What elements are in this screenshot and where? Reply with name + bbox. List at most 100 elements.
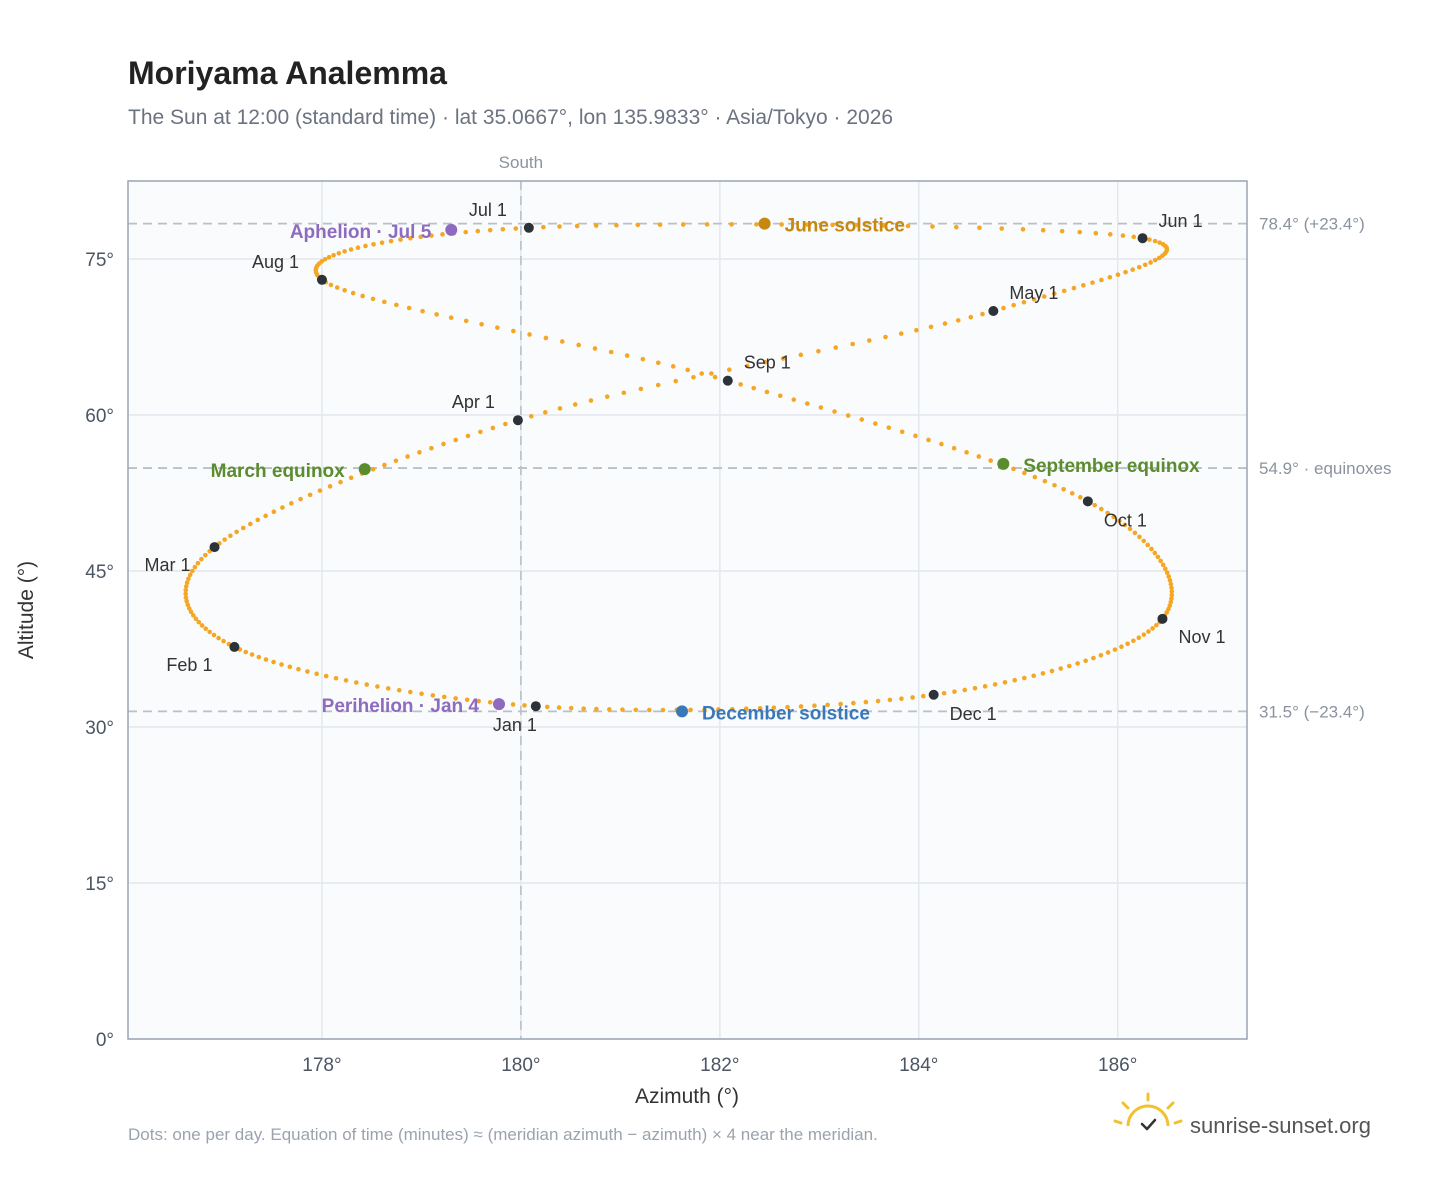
daily-sun-dot <box>440 232 445 237</box>
daily-sun-dot <box>263 657 269 662</box>
daily-sun-dot <box>1099 277 1104 283</box>
daily-sun-dot <box>463 229 469 235</box>
daily-sun-dot <box>1149 546 1154 552</box>
daily-sun-dot <box>655 360 661 366</box>
daily-sun-dot <box>638 386 644 392</box>
daily-sun-dot <box>716 707 721 712</box>
daily-sun-dot <box>1002 680 1008 685</box>
daily-sun-dot <box>576 342 581 348</box>
daily-sun-dot <box>1012 677 1018 683</box>
sun-check-icon <box>1113 1092 1183 1131</box>
daily-sun-dot <box>980 311 985 317</box>
daily-sun-dot <box>785 704 790 710</box>
daily-sun-dot <box>798 704 804 709</box>
daily-sun-dot <box>777 393 783 399</box>
daily-sun-dot <box>1154 622 1159 628</box>
daily-sun-dot <box>951 445 957 451</box>
daily-sun-dot <box>429 233 434 238</box>
daily-sun-dot <box>791 397 797 402</box>
y-tick-label: 0° <box>96 1030 114 1051</box>
daily-sun-dot <box>305 669 310 674</box>
daily-sun-dot <box>495 325 500 330</box>
daily-sun-dot <box>1125 641 1130 647</box>
daily-sun-dot <box>183 595 189 600</box>
y-tick-label: 30° <box>85 718 114 739</box>
daily-sun-dot <box>557 224 562 229</box>
daily-sun-dot <box>234 529 239 535</box>
month-markers: Jan 1 Feb 1 Mar 1 Apr 1 May 1 Jun 1 Jul 1 Aug 1… <box>145 200 1226 735</box>
daily-sun-dot <box>419 691 424 697</box>
daily-sun-dot <box>429 445 434 451</box>
daily-sun-dot <box>818 405 824 410</box>
daily-sun-dot <box>913 433 918 439</box>
daily-sun-dot <box>289 501 294 506</box>
daily-sun-dot <box>370 466 376 472</box>
brand-name: sunrise-sunset.org <box>1190 1113 1371 1138</box>
daily-sun-dot <box>921 693 926 699</box>
y-tick-label: 75° <box>85 250 114 271</box>
daily-sun-dot <box>727 367 732 373</box>
daily-sun-dot <box>1066 663 1072 669</box>
daily-sun-dot <box>511 328 516 334</box>
daily-sun-dot <box>762 359 768 365</box>
daily-sun-dot <box>745 363 750 369</box>
daily-sun-dot <box>594 706 599 712</box>
footnote: Dots: one per day. Equation of time (min… <box>128 1125 878 1144</box>
x-tick-label: 180° <box>501 1055 540 1076</box>
daily-sun-dot <box>388 238 394 244</box>
month-marker <box>209 542 220 553</box>
daily-sun-dot <box>1127 526 1133 532</box>
plot-area <box>128 181 1247 1039</box>
reference-line-label: 78.4° (+23.4°) <box>1259 215 1365 234</box>
chart-subtitle: The Sun at 12:00 (standard time) · lat 3… <box>128 106 893 129</box>
y-tick-label: 60° <box>85 406 114 427</box>
daily-sun-dot <box>743 706 749 712</box>
daily-sun-dot <box>207 629 212 635</box>
daily-sun-dot <box>1136 635 1142 641</box>
daily-sun-dot <box>475 228 481 234</box>
daily-sun-dot <box>1152 257 1158 263</box>
daily-sun-dot <box>873 421 878 426</box>
daily-sun-dot <box>1078 495 1083 500</box>
daily-sun-dot <box>930 224 935 229</box>
daily-sun-dot <box>503 421 508 427</box>
daily-sun-dot <box>248 521 253 527</box>
daily-sun-dot <box>371 242 376 247</box>
month-label: Apr 1 <box>452 392 495 412</box>
y-tick-label: 45° <box>85 562 114 583</box>
daily-sun-dot <box>184 598 189 604</box>
daily-sun-dot <box>382 462 387 468</box>
daily-sun-dot <box>487 227 493 233</box>
daily-sun-dot <box>812 703 817 709</box>
x-axis-label: Azimuth (°) <box>635 1085 739 1108</box>
daily-sun-dot <box>1111 514 1116 520</box>
daily-sun-dot <box>910 695 915 700</box>
daily-sun-dot <box>999 226 1005 231</box>
daily-sun-dot <box>1115 272 1121 278</box>
month-label: Mar 1 <box>145 555 191 575</box>
daily-sun-dot <box>688 707 693 713</box>
y-tick-label: 15° <box>85 874 114 895</box>
daily-sun-dot <box>899 429 905 435</box>
daily-sun-dot <box>185 602 191 608</box>
daily-sun-dot <box>228 533 233 539</box>
daily-sun-dot <box>338 479 343 485</box>
daily-sun-dot <box>375 684 380 689</box>
event-markers: June solstice Aphelion · Jul 5 March equin… <box>211 216 1200 725</box>
month-marker <box>1137 233 1148 244</box>
daily-sun-dot <box>859 417 865 422</box>
meridian-label: South <box>499 153 543 172</box>
daily-sun-dot <box>317 488 323 493</box>
daily-sun-dot <box>962 687 968 693</box>
daily-sun-dot <box>621 390 627 396</box>
event-marker <box>676 705 689 718</box>
reference-line-label: 54.9° · equinoxes <box>1259 459 1392 478</box>
daily-sun-dot <box>190 613 196 618</box>
daily-sun-dot <box>199 556 204 562</box>
daily-sun-dot <box>322 256 328 262</box>
daily-sun-dot <box>1169 585 1174 591</box>
daily-sun-dot <box>541 224 546 230</box>
event-marker <box>758 217 771 230</box>
daily-sun-dot <box>1031 297 1037 302</box>
daily-sun-dot <box>851 700 856 706</box>
